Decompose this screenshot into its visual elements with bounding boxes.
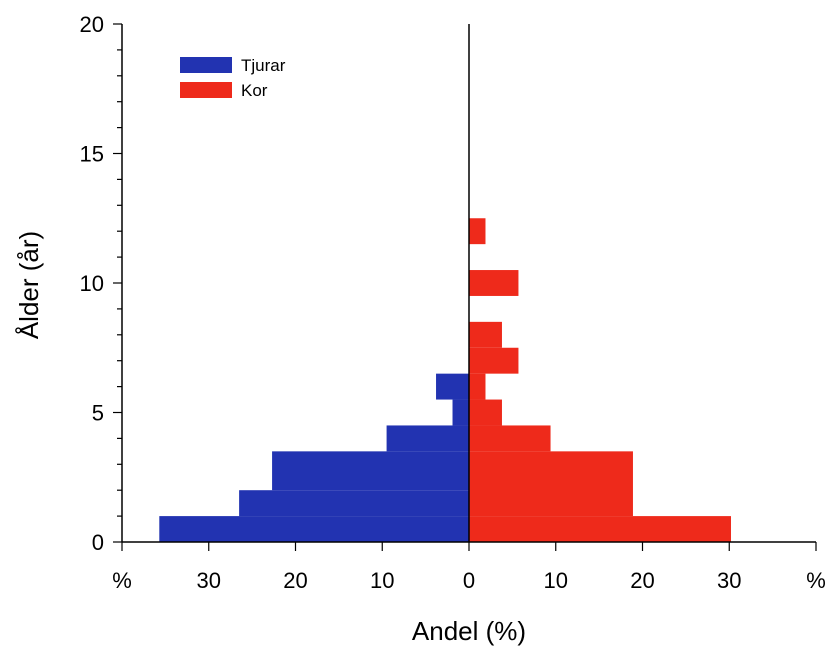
legend: Tjurar Kor bbox=[180, 56, 286, 100]
bar-kor-4 bbox=[469, 373, 486, 400]
bars-group bbox=[159, 218, 731, 542]
bar-kor-3 bbox=[469, 399, 502, 426]
y-tick-label: 0 bbox=[92, 530, 104, 555]
legend-swatch-tjurar bbox=[180, 57, 232, 73]
x-tick-label: % bbox=[806, 568, 826, 593]
y-axis: 0 5 10 15 20 bbox=[80, 12, 123, 555]
legend-label-kor: Kor bbox=[241, 81, 268, 100]
bar-kor-1 bbox=[469, 451, 633, 517]
x-tick-label: 10 bbox=[370, 568, 394, 593]
bar-kor-5 bbox=[469, 347, 519, 374]
bar-tjurar-2 bbox=[272, 451, 469, 491]
y-tick-label: 15 bbox=[80, 142, 104, 167]
bar-tjurar-4 bbox=[452, 399, 469, 426]
x-tick-label: 20 bbox=[283, 568, 307, 593]
y-tick-label: 20 bbox=[80, 12, 104, 37]
legend-swatch-kor bbox=[180, 82, 232, 98]
x-axis-title: Andel (%) bbox=[412, 616, 526, 646]
x-tick-label: 20 bbox=[630, 568, 654, 593]
x-tick-label: 0 bbox=[463, 568, 475, 593]
bar-kor-8 bbox=[469, 218, 486, 245]
y-tick-label: 10 bbox=[80, 271, 104, 296]
x-tick-label: 30 bbox=[197, 568, 221, 593]
x-axis: % 30 20 10 0 10 20 30% bbox=[112, 541, 826, 593]
bar-tjurar-3 bbox=[386, 425, 469, 452]
y-axis-title: Ålder (år) bbox=[14, 231, 44, 339]
bar-kor-0 bbox=[469, 516, 731, 542]
legend-label-tjurar: Tjurar bbox=[241, 56, 286, 75]
bar-tjurar-1 bbox=[239, 490, 469, 517]
x-tick-label: 10 bbox=[544, 568, 568, 593]
x-tick-label: % bbox=[112, 568, 132, 593]
bar-kor-7 bbox=[469, 270, 519, 296]
bar-kor-6 bbox=[469, 321, 502, 348]
bar-tjurar-0 bbox=[159, 516, 470, 542]
bar-tjurar-5 bbox=[436, 373, 469, 400]
x-tick-label: 30 bbox=[717, 568, 741, 593]
bar-kor-2 bbox=[469, 425, 551, 452]
y-tick-label: 5 bbox=[92, 401, 104, 426]
